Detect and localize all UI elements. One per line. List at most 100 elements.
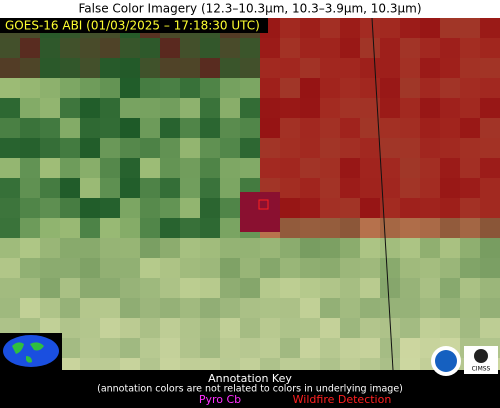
image-pixel	[440, 38, 460, 58]
image-pixel	[240, 278, 260, 298]
image-pixel	[80, 218, 100, 238]
image-pixel	[0, 158, 20, 178]
image-pixel	[80, 338, 100, 358]
image-pixel	[480, 198, 500, 218]
image-pixel	[480, 118, 500, 138]
image-pixel	[360, 238, 380, 258]
image-pixel	[60, 238, 80, 258]
image-pixel	[100, 178, 120, 198]
image-pixel	[80, 98, 100, 118]
image-pixel	[280, 198, 300, 218]
image-pixel	[120, 318, 140, 338]
image-pixel	[60, 158, 80, 178]
image-pixel	[260, 158, 280, 178]
image-pixel	[340, 298, 360, 318]
image-pixel	[300, 98, 320, 118]
image-pixel	[460, 58, 480, 78]
image-pixel	[220, 38, 240, 58]
image-pixel	[400, 38, 420, 58]
image-pixel	[60, 78, 80, 98]
image-pixel	[280, 338, 300, 358]
image-pixel	[340, 258, 360, 278]
image-pixel	[220, 98, 240, 118]
image-pixel	[360, 118, 380, 138]
image-pixel	[180, 178, 200, 198]
image-pixel	[400, 278, 420, 298]
image-pixel	[400, 238, 420, 258]
image-pixel	[60, 118, 80, 138]
image-pixel	[20, 198, 40, 218]
image-pixel	[300, 298, 320, 318]
image-pixel	[100, 298, 120, 318]
image-pixel	[20, 238, 40, 258]
image-pixel	[60, 178, 80, 198]
image-pixel	[440, 78, 460, 98]
image-pixel	[320, 118, 340, 138]
image-pixel	[100, 78, 120, 98]
image-pixel	[0, 58, 20, 78]
image-pixel	[60, 198, 80, 218]
image-pixel	[480, 138, 500, 158]
image-pixel	[160, 58, 180, 78]
image-pixel	[420, 258, 440, 278]
image-pixel	[140, 98, 160, 118]
image-pixel	[320, 238, 340, 258]
image-pixel	[400, 138, 420, 158]
image-pixel	[200, 38, 220, 58]
image-pixel	[280, 318, 300, 338]
image-pixel	[100, 38, 120, 58]
image-pixel	[320, 98, 340, 118]
image-pixel	[380, 218, 400, 238]
image-pixel	[40, 218, 60, 238]
image-pixel	[360, 38, 380, 58]
image-pixel	[340, 138, 360, 158]
image-pixel	[480, 298, 500, 318]
image-pixel	[240, 58, 260, 78]
image-pixel	[300, 238, 320, 258]
image-pixel	[320, 338, 340, 358]
image-pixel	[440, 98, 460, 118]
image-pixel	[220, 58, 240, 78]
image-pixel	[340, 318, 360, 338]
image-pixel	[200, 218, 220, 238]
image-pixel	[420, 138, 440, 158]
image-pixel	[20, 78, 40, 98]
image-pixel	[300, 178, 320, 198]
key-item: Pyro Cb	[199, 393, 241, 406]
image-pixel	[240, 338, 260, 358]
image-pixel	[20, 38, 40, 58]
image-pixel	[300, 198, 320, 218]
image-pixel	[360, 318, 380, 338]
image-pixel	[480, 18, 500, 38]
title-bar	[0, 0, 500, 18]
image-pixel	[60, 298, 80, 318]
image-pixel	[280, 358, 300, 370]
image-pixel	[60, 358, 80, 370]
image-pixel	[420, 58, 440, 78]
image-pixel	[240, 78, 260, 98]
image-pixel	[340, 238, 360, 258]
image-pixel	[140, 78, 160, 98]
image-pixel	[100, 118, 120, 138]
image-pixel	[100, 258, 120, 278]
image-pixel	[220, 338, 240, 358]
image-pixel	[200, 78, 220, 98]
image-pixel	[120, 138, 140, 158]
image-pixel	[140, 118, 160, 138]
image-pixel	[120, 358, 140, 370]
image-pixel	[300, 118, 320, 138]
image-pixel	[160, 318, 180, 338]
image-pixel	[280, 278, 300, 298]
image-pixel	[80, 78, 100, 98]
image-pixel	[160, 198, 180, 218]
image-pixel	[100, 218, 120, 238]
image-pixel	[160, 218, 180, 238]
image-pixel	[380, 158, 400, 178]
image-pixel	[280, 178, 300, 198]
image-pixel	[180, 118, 200, 138]
image-pixel	[160, 278, 180, 298]
image-pixel	[320, 38, 340, 58]
cimss-label: CIMSS	[472, 366, 491, 373]
image-pixel	[260, 358, 280, 370]
